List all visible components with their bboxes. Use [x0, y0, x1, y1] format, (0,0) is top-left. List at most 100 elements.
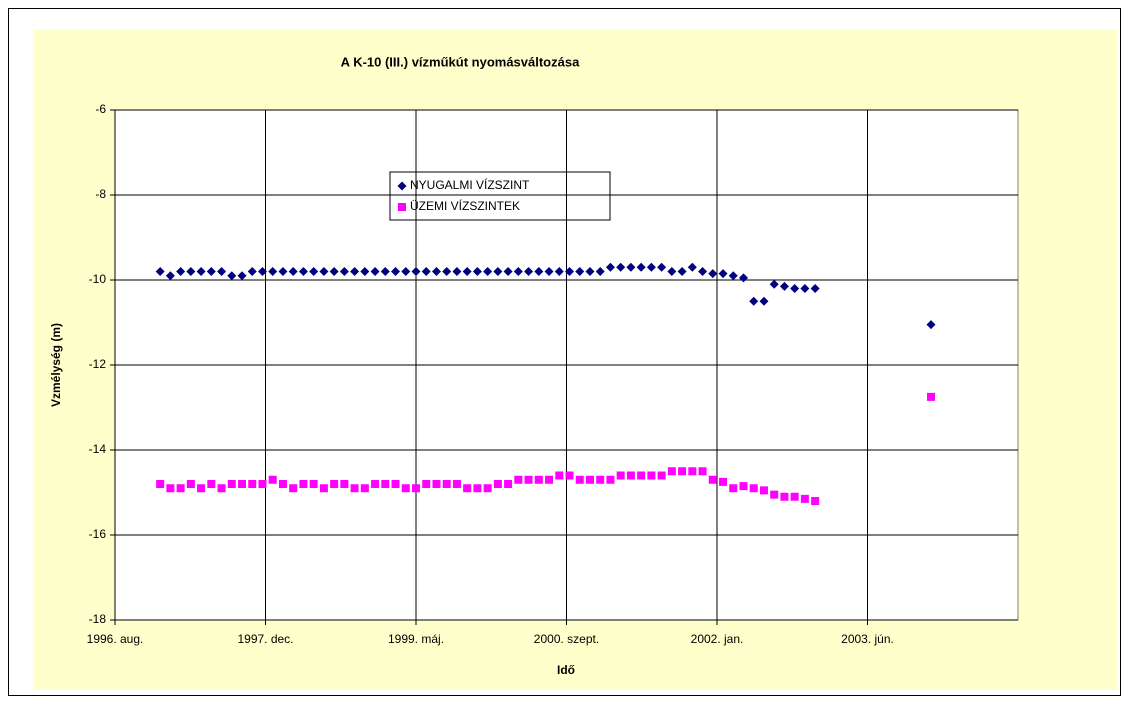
- point: [718, 269, 728, 279]
- point: [790, 284, 800, 293]
- point: [738, 273, 748, 283]
- point: [708, 475, 717, 484]
- point: [401, 267, 411, 276]
- point: [811, 497, 820, 505]
- point: [207, 480, 216, 488]
- x-tick-label: 2002. jan.: [691, 632, 744, 646]
- point: [524, 267, 534, 276]
- x-tick-label: 1996. aug.: [87, 632, 144, 646]
- x-tick-label: 2000. szept.: [534, 632, 599, 646]
- point: [504, 480, 513, 488]
- point: [411, 267, 421, 276]
- point: [544, 267, 554, 276]
- point: [575, 475, 584, 484]
- point: [247, 267, 257, 276]
- y-tick-label: -8: [95, 187, 106, 201]
- point: [483, 484, 492, 493]
- point: [493, 267, 503, 276]
- point: [381, 480, 390, 488]
- point: [677, 267, 687, 276]
- point: [472, 267, 482, 276]
- x-tick-label: 1999. máj.: [388, 632, 444, 646]
- point: [360, 484, 369, 493]
- point: [371, 480, 380, 488]
- point: [646, 262, 656, 272]
- point: [258, 480, 267, 488]
- point: [698, 467, 707, 476]
- point: [626, 262, 636, 272]
- point: [769, 279, 779, 289]
- x-tick-label: 2003. jún.: [841, 632, 894, 646]
- point: [554, 267, 564, 276]
- y-tick-label: -6: [95, 102, 106, 116]
- point: [309, 267, 319, 276]
- point: [463, 484, 472, 493]
- point: [257, 267, 267, 276]
- point: [605, 262, 615, 272]
- point: [412, 484, 420, 493]
- y-tick-label: -16: [89, 527, 107, 541]
- point: [237, 271, 247, 281]
- point: [278, 267, 288, 276]
- point: [278, 480, 287, 488]
- point: [156, 480, 165, 488]
- point: [155, 267, 165, 276]
- point: [575, 267, 585, 276]
- point: [268, 267, 278, 276]
- y-tick-label: -14: [89, 442, 107, 456]
- point: [452, 480, 461, 488]
- point: [227, 271, 237, 281]
- point: [422, 480, 431, 488]
- point: [800, 284, 810, 293]
- point: [493, 480, 502, 488]
- legend-label: ÜZEMI VÍZSZINTEK: [410, 198, 520, 213]
- point: [565, 471, 574, 480]
- point: [217, 484, 226, 493]
- point: [197, 484, 206, 493]
- point: [555, 471, 564, 480]
- point: [319, 267, 329, 276]
- y-tick-label: -12: [89, 357, 107, 371]
- point: [688, 467, 697, 476]
- point: [514, 475, 523, 484]
- point: [350, 484, 359, 493]
- point: [186, 480, 195, 488]
- point: [606, 475, 615, 484]
- point: [616, 471, 625, 480]
- chart-title: A K-10 (III.) vízműkút nyomásváltozása: [341, 54, 580, 69]
- point: [350, 267, 360, 276]
- point: [698, 267, 708, 276]
- point: [288, 267, 298, 276]
- point: [421, 267, 431, 276]
- point: [176, 267, 186, 276]
- point: [810, 284, 820, 293]
- x-axis-label: Idő: [557, 663, 575, 677]
- point: [452, 267, 462, 276]
- point: [238, 480, 247, 488]
- point: [248, 480, 257, 488]
- point: [678, 467, 687, 476]
- y-tick-label: -18: [89, 612, 107, 626]
- point: [165, 271, 175, 281]
- point: [927, 392, 936, 401]
- point: [483, 267, 493, 276]
- point: [545, 475, 554, 484]
- legend-label: NYUGALMI VÍZSZINT: [410, 177, 530, 192]
- point: [749, 484, 758, 493]
- point: [534, 267, 544, 276]
- point: [268, 475, 277, 484]
- point: [708, 269, 718, 279]
- point: [391, 267, 401, 276]
- point: [687, 262, 697, 272]
- point: [729, 484, 738, 493]
- point: [534, 475, 543, 484]
- point: [800, 494, 809, 503]
- point: [667, 267, 677, 276]
- point: [432, 480, 441, 488]
- point: [289, 484, 298, 493]
- point: [616, 262, 626, 272]
- point: [728, 271, 738, 281]
- point: [299, 480, 308, 488]
- point: [186, 267, 196, 276]
